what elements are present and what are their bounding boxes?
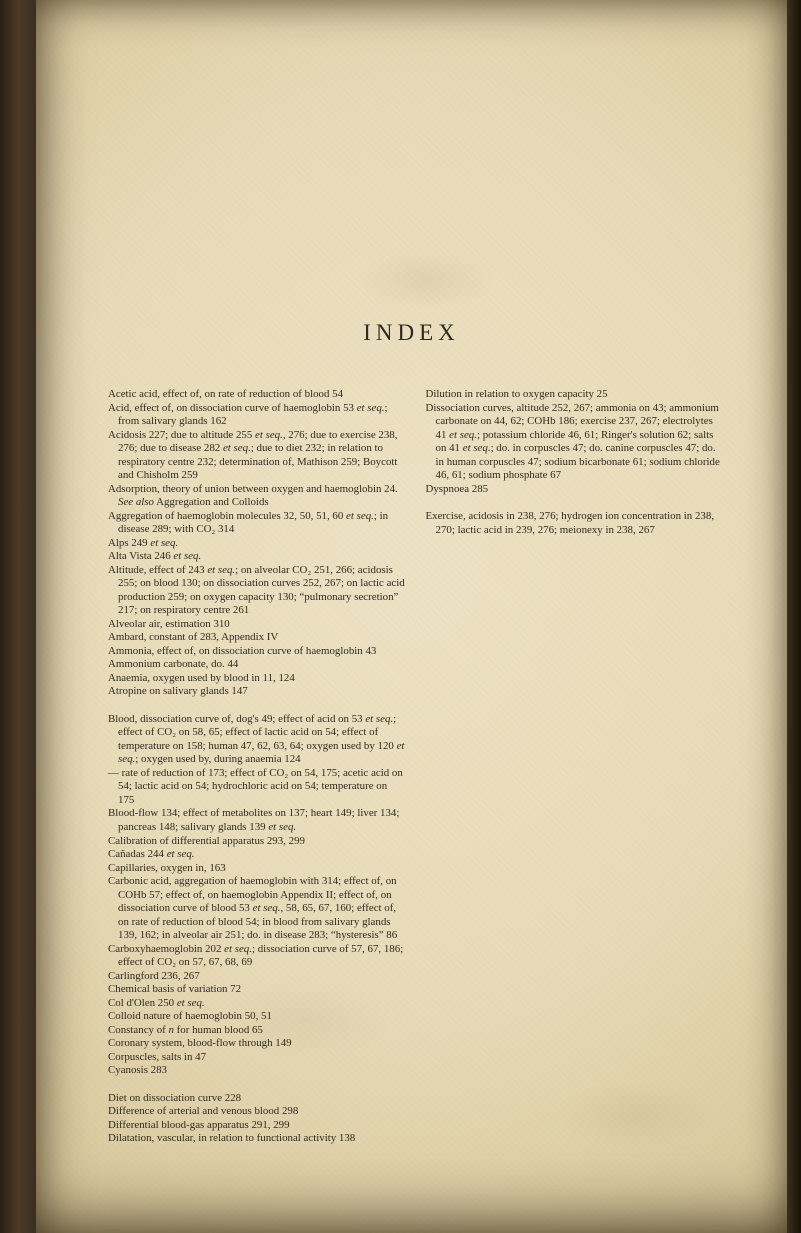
index-entry: Adsorption, theory of union between oxyg… [108,483,406,510]
index-entry: Capillaries, oxygen in, 163 [108,862,406,876]
index-entry: Col d'Olen 250 et seq. [108,997,406,1011]
index-columns: Acetic acid, effect of, on rate of reduc… [108,388,723,1159]
index-entry: Dilatation, vascular, in relation to fun… [108,1132,406,1146]
index-entry: Carlingford 236, 267 [108,970,406,984]
index-entry: Exercise, acidosis in 238, 276; hydrogen… [426,510,724,537]
section-gap [108,699,406,713]
index-entry: Acidosis 227; due to altitude 255 et seq… [108,429,406,483]
index-entry: Alta Vista 246 et seq. [108,550,406,564]
index-entry: Ambard, constant of 283, Appendix IV [108,631,406,645]
index-entry: Colloid nature of haemoglobin 50, 51 [108,1010,406,1024]
index-entry: Carbonic acid, aggregation of haemoglobi… [108,875,406,943]
page-stain [356,250,496,310]
index-entry: Aggregation of haemoglobin molecules 32,… [108,510,406,537]
index-entry: Dissociation curves, altitude 252, 267; … [426,402,724,483]
index-entry: Blood-flow 134; effect of metabolites on… [108,807,406,834]
index-entry: Altitude, effect of 243 et seq.; on alve… [108,564,406,618]
index-entry: — rate of reduction of 173; effect of CO… [108,767,406,808]
page-title: INDEX [36,320,787,346]
section-gap [426,496,724,510]
index-entry: Chemical basis of variation 72 [108,983,406,997]
index-entry: Coronary system, blood-flow through 149 [108,1037,406,1051]
index-entry: Carboxyhaemoglobin 202 et seq.; dissocia… [108,943,406,970]
index-entry: Dilution in relation to oxygen capacity … [426,388,724,402]
index-entry: Difference of arterial and venous blood … [108,1105,406,1119]
index-entry: Corpuscles, salts in 47 [108,1051,406,1065]
index-entry: Alveolar air, estimation 310 [108,618,406,632]
index-entry: Atropine on salivary glands 147 [108,685,406,699]
index-entry: Constancy of n for human blood 65 [108,1024,406,1038]
index-entry: Blood, dissociation curve of, dog's 49; … [108,713,406,767]
index-entry: Anaemia, oxygen used by blood in 11, 124 [108,672,406,686]
index-entry: Cyanosis 283 [108,1064,406,1078]
index-entry: Calibration of differential apparatus 29… [108,835,406,849]
section-gap [108,1078,406,1092]
index-entry: Dyspnoea 285 [426,483,724,497]
index-entry: Diet on dissociation curve 228 [108,1092,406,1106]
index-entry: Ammonium carbonate, do. 44 [108,658,406,672]
index-entry: Cañadas 244 et seq. [108,848,406,862]
desk-shadow-left [0,0,36,1233]
index-entry: Alps 249 et seq. [108,537,406,551]
index-entry: Ammonia, effect of, on dissociation curv… [108,645,406,659]
book-page: INDEX Acetic acid, effect of, on rate of… [36,0,787,1233]
index-entry: Acetic acid, effect of, on rate of reduc… [108,388,406,402]
index-entry: Differential blood-gas apparatus 291, 29… [108,1119,406,1133]
desk-shadow-right [787,0,801,1233]
index-entry: Acid, effect of, on dissociation curve o… [108,402,406,429]
